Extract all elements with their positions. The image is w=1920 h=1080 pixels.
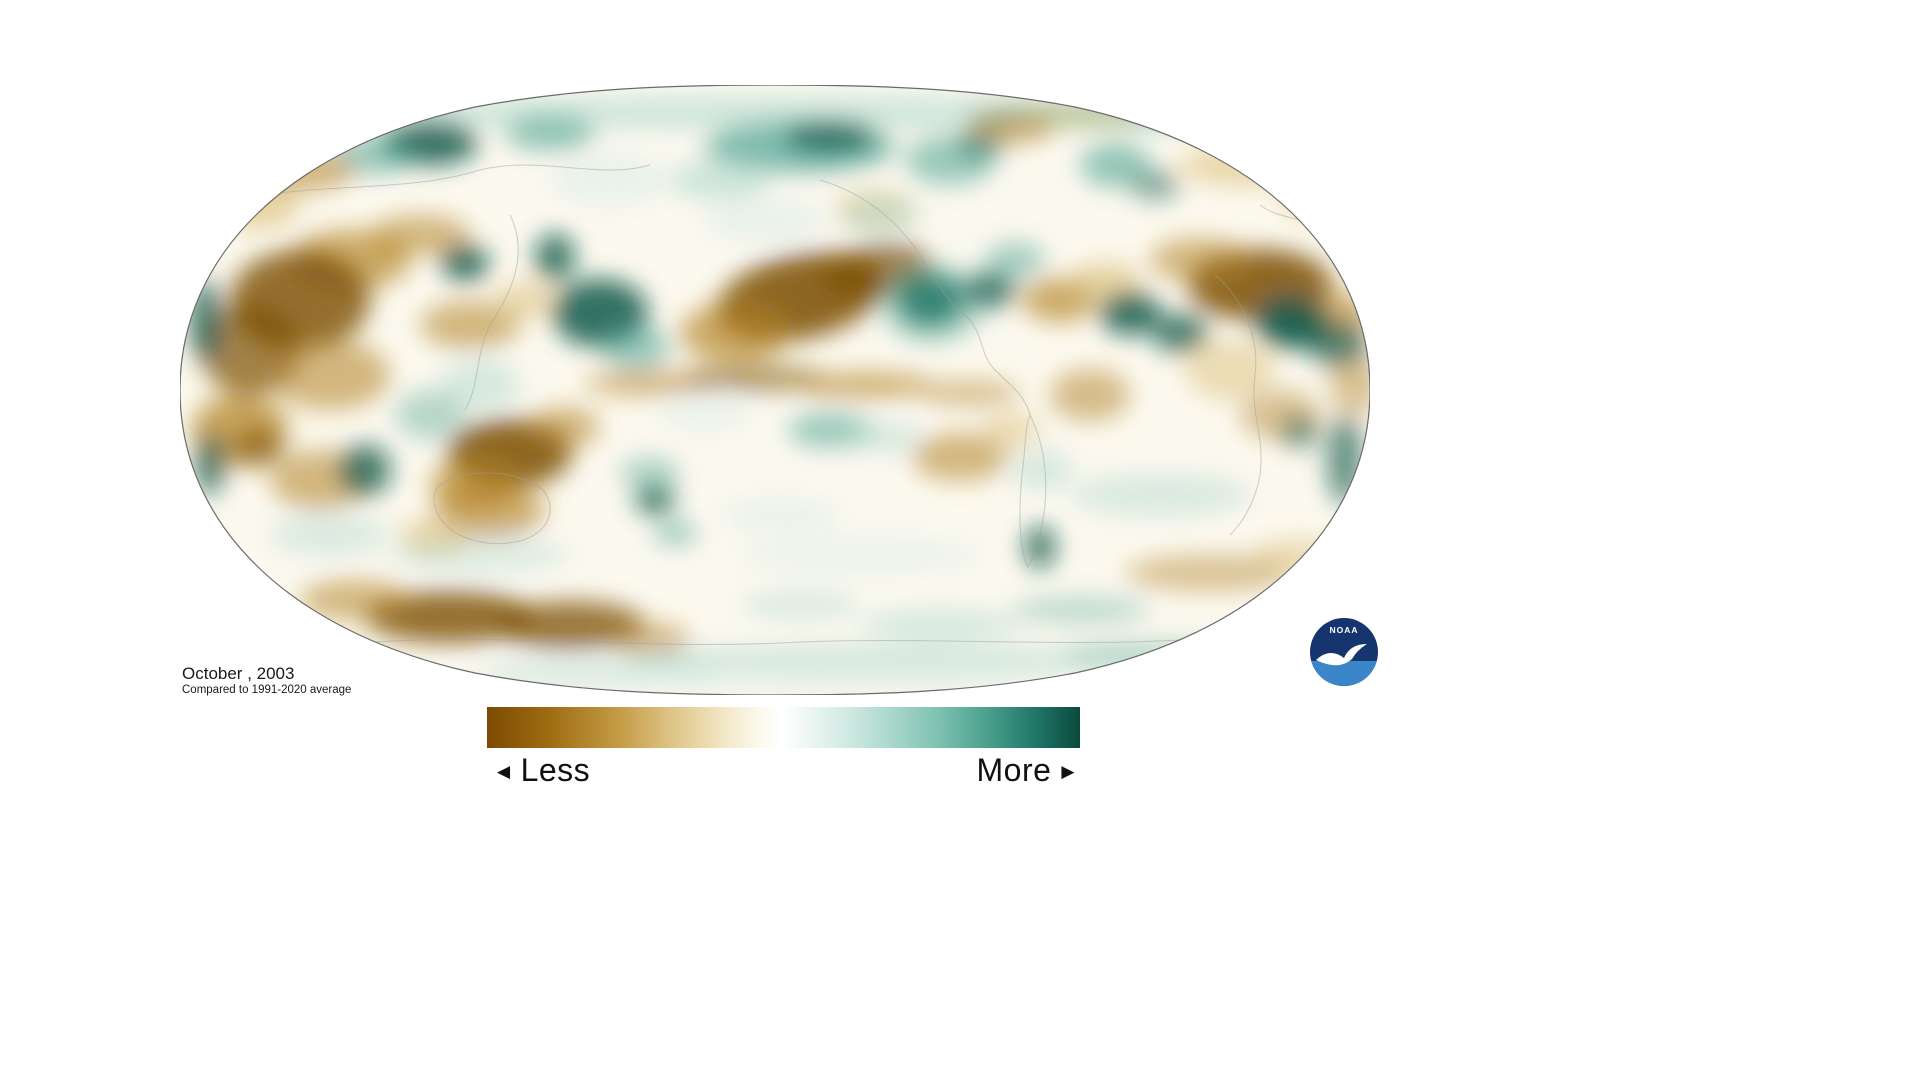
caption-block: October , 2003 Compared to 1991-2020 ave… bbox=[182, 664, 351, 697]
anomaly-blob bbox=[535, 233, 575, 281]
anomaly-blob bbox=[1050, 369, 1130, 421]
anomaly-blob bbox=[1130, 170, 1180, 200]
anomaly-blob bbox=[1070, 262, 1140, 298]
anomaly-blob bbox=[1250, 539, 1350, 571]
anomaly-blob bbox=[375, 675, 1175, 695]
anomaly-blob bbox=[964, 272, 1016, 308]
anomaly-blob bbox=[1256, 297, 1328, 349]
anomaly-blob bbox=[195, 435, 225, 495]
anomaly-blob bbox=[1327, 415, 1363, 505]
colorbar bbox=[487, 707, 1080, 748]
noaa-logo: NOAA bbox=[1310, 618, 1378, 687]
coastline-path bbox=[819, 179, 1031, 416]
anomaly-blob bbox=[920, 381, 1020, 405]
colorbar-legend: ◀ Less More ▶ bbox=[497, 752, 1075, 789]
anomaly-blob bbox=[1024, 525, 1056, 569]
anomaly-blob bbox=[1080, 143, 1150, 187]
anomaly-blob bbox=[720, 497, 840, 533]
anomaly-blob bbox=[860, 609, 1020, 641]
anomaly-blob bbox=[232, 427, 284, 467]
anomaly-blob bbox=[440, 360, 520, 410]
anomaly-blob bbox=[1280, 416, 1320, 448]
world-anomaly-map bbox=[180, 85, 1370, 695]
anomaly-blob bbox=[1150, 238, 1250, 282]
anomaly-blob bbox=[1060, 642, 1300, 668]
anomaly-blob bbox=[1020, 103, 1140, 127]
anomaly-blob bbox=[880, 263, 984, 343]
anomaly-blob bbox=[435, 482, 545, 538]
coastline-path bbox=[1214, 274, 1262, 536]
anomaly-blob bbox=[270, 515, 390, 555]
anomaly-blob bbox=[635, 486, 675, 514]
anomaly-blob bbox=[550, 155, 670, 205]
coastline-path bbox=[464, 214, 519, 411]
anomaly-blob bbox=[530, 407, 600, 447]
coastline-path bbox=[219, 164, 651, 206]
legend-less: ◀ Less bbox=[497, 752, 590, 789]
anomaly-blob bbox=[1185, 340, 1275, 400]
anomaly-blob bbox=[912, 433, 1008, 481]
anomaly-blob bbox=[270, 340, 390, 410]
anomaly-blob bbox=[660, 399, 750, 431]
anomaly-blob bbox=[620, 457, 680, 489]
noaa-bird-icon bbox=[1316, 644, 1367, 666]
anomaly-blob bbox=[585, 370, 715, 396]
coastline-path bbox=[1019, 413, 1047, 568]
coastline-path bbox=[339, 636, 1221, 646]
anomaly-blob bbox=[740, 591, 860, 619]
legend-more: More ▶ bbox=[977, 752, 1075, 789]
anomaly-blob bbox=[600, 325, 670, 369]
legend-more-label: More bbox=[976, 752, 1052, 788]
anomaly-blob bbox=[1152, 313, 1208, 353]
anomaly-blob bbox=[395, 390, 465, 440]
legend-less-label: Less bbox=[520, 752, 591, 788]
anomaly-blob bbox=[1012, 450, 1072, 490]
left-arrow-icon: ◀ bbox=[497, 762, 511, 781]
anomaly-blob bbox=[1070, 473, 1250, 517]
map-outline bbox=[180, 85, 1370, 695]
anomaly-blob bbox=[705, 198, 825, 242]
anomaly-blob bbox=[795, 372, 935, 398]
anomaly-blob bbox=[300, 580, 410, 620]
anomaly-blob bbox=[210, 180, 300, 230]
anomaly-blob bbox=[610, 624, 690, 656]
anomaly-blob bbox=[955, 130, 1005, 160]
right-arrow-icon: ▶ bbox=[1061, 762, 1075, 781]
anomaly-blob bbox=[840, 195, 920, 235]
anomaly-blob bbox=[740, 535, 980, 575]
anomaly-blob bbox=[1100, 291, 1160, 335]
anomaly-blob bbox=[495, 601, 645, 649]
anomaly-blob bbox=[420, 301, 520, 349]
anomaly-blob bbox=[1010, 596, 1150, 624]
noaa-logo-text: NOAA bbox=[1329, 625, 1358, 635]
anomaly-blob bbox=[985, 242, 1045, 278]
anomaly-blob bbox=[670, 160, 770, 200]
anomaly-blob bbox=[441, 245, 489, 281]
anomaly-blob bbox=[980, 412, 1040, 448]
anomaly-blob bbox=[1125, 555, 1295, 591]
anomaly-blob bbox=[189, 280, 221, 360]
anomaly-blob bbox=[1330, 355, 1370, 415]
anomaly-blob bbox=[653, 521, 697, 545]
anomaly-blob bbox=[680, 303, 790, 363]
anomaly-blob bbox=[390, 537, 570, 573]
anomaly-blob bbox=[620, 646, 1140, 674]
noaa-logo-sea bbox=[1311, 661, 1377, 687]
anomaly-blob bbox=[245, 148, 355, 192]
anomaly-blob bbox=[850, 422, 920, 452]
coastline-path bbox=[433, 472, 551, 544]
anomaly-blob bbox=[495, 282, 555, 318]
anomaly-blob bbox=[785, 121, 875, 153]
anomaly-blob bbox=[339, 444, 391, 496]
date-label: October , 2003 bbox=[182, 664, 295, 683]
coastlines bbox=[219, 164, 1321, 646]
anomaly-blob bbox=[685, 364, 825, 392]
anomaly-blob bbox=[505, 115, 595, 151]
baseline-label: Compared to 1991-2020 average bbox=[182, 684, 352, 696]
